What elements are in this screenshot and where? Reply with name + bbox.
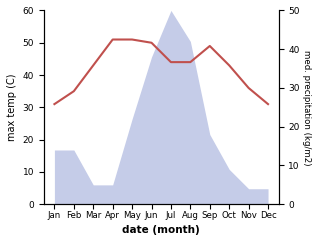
X-axis label: date (month): date (month) <box>122 225 200 235</box>
Y-axis label: max temp (C): max temp (C) <box>7 74 17 141</box>
Y-axis label: med. precipitation (kg/m2): med. precipitation (kg/m2) <box>302 50 311 165</box>
